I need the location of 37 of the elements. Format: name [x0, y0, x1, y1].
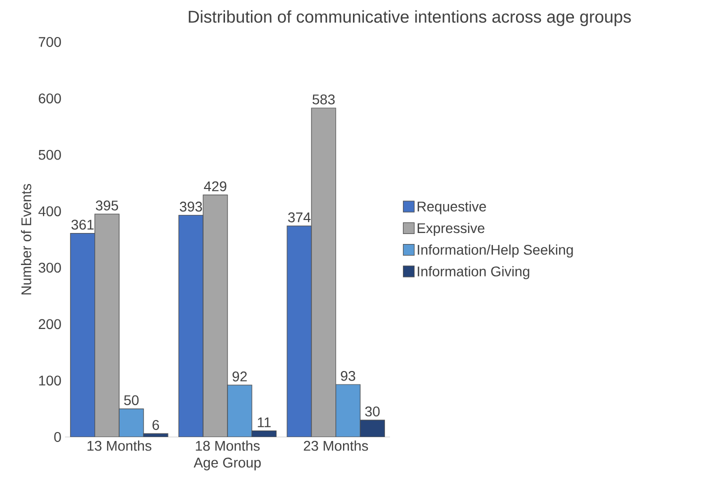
data-label: 30	[365, 406, 380, 416]
y-tick-label: 600	[38, 93, 61, 104]
legend-label: Information/Help Seeking	[418, 244, 573, 258]
data-label: 11	[258, 418, 271, 428]
data-label: 374	[288, 212, 311, 222]
y-axis-title: Number of Events	[20, 184, 32, 294]
legend-label: Expressive	[418, 222, 484, 236]
data-label: 92	[232, 372, 247, 382]
chart-title: Distribution of communicative intentions across age groups	[188, 10, 631, 26]
y-tick-label: 300	[38, 262, 61, 273]
bar	[336, 384, 361, 437]
x-tick-label: 13 Months	[88, 440, 152, 451]
bar	[360, 420, 385, 437]
y-tick-label: 200	[38, 319, 61, 330]
data-label: 583	[312, 94, 335, 104]
bar	[118, 408, 144, 437]
data-label: 6	[152, 420, 160, 430]
x-tick-label: 18 Months	[196, 440, 260, 451]
data-label: 361	[71, 220, 94, 230]
y-tick-label: 400	[38, 206, 61, 216]
y-tick-label: 100	[39, 376, 61, 386]
y-tick-label: 500	[38, 150, 61, 160]
legend-label: Requestive	[418, 201, 486, 214]
y-tick-label: 700	[38, 37, 61, 47]
bar	[286, 226, 312, 437]
data-label: 395	[96, 200, 118, 210]
data-label: 429	[204, 181, 226, 192]
data-label: 93	[340, 370, 356, 381]
bar	[70, 232, 96, 437]
bar	[227, 384, 252, 437]
data-label: 393	[180, 202, 202, 212]
y-tick-label: 0	[54, 432, 61, 442]
legend-label: Information Giving	[418, 266, 530, 280]
data-label: 50	[124, 395, 139, 406]
x-axis-title: Age Group	[194, 458, 261, 470]
bar	[178, 214, 204, 437]
x-tick-label: 23 Months	[304, 440, 368, 451]
